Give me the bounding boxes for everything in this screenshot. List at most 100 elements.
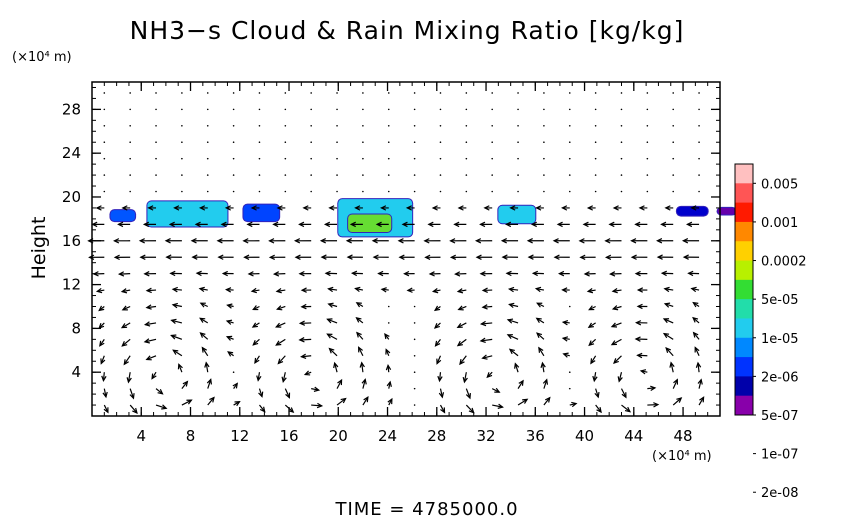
vector-shaft-163 [301,355,312,358]
vector-head-162 [303,370,311,376]
vector-head-23 [123,359,129,366]
vector-head-104 [225,335,233,341]
vector-head-126 [252,305,259,311]
vector-dot-479 [698,92,700,94]
vector-shaft-62 [178,364,183,373]
vector-head-465 [692,316,699,323]
vector-shaft-60 [181,399,192,406]
vector-head-251 [401,221,408,228]
vector-shaft-342 [541,362,545,373]
plot-frame [91,81,721,417]
y-tick-label: 24 [62,144,81,162]
x-axis: 4 8 12 16 20 24 28 32 36 40 44 48 [103,82,709,445]
vector-head-452 [664,205,671,211]
colorbar-frame [734,163,754,416]
vector-head-329 [501,254,508,260]
vector-dot-216 [362,141,364,144]
vector-dot-238 [387,108,390,111]
vector-head-152 [276,205,283,211]
vector-dot-95 [206,157,209,160]
vector-dot-353 [543,190,545,193]
vector-dot-179 [310,92,312,94]
vector-head-105 [225,319,233,325]
vector-head-90 [190,238,197,244]
vector-shaft-444 [663,333,674,340]
y-axis-label: Height [28,217,50,280]
vector-dot-477 [698,125,700,127]
vector-dot-379 [568,92,571,94]
vector-dot-36 [129,141,131,144]
vector-head-408 [609,271,616,277]
vector-head-62 [177,363,183,370]
vector-shaft-445 [663,318,674,324]
vector-dot-19 [103,92,106,94]
vector-shaft-43 [146,355,157,361]
vector-head-166 [300,303,307,310]
vector-dot-279 [439,92,442,94]
vector-head-372 [561,205,568,211]
vector-head-209 [346,254,353,260]
vector-head-444 [662,332,670,339]
vector-head-42 [151,373,157,380]
vector-dot-34 [129,174,131,176]
vector-dot-296 [465,141,468,144]
vector-shaft-401 [620,388,627,398]
vector-head-283 [459,359,465,366]
vector-shaft-185 [327,318,338,324]
vector-head-207 [354,286,361,293]
vector-dot-399 [594,92,597,94]
vector-head-191 [323,221,331,228]
vector-head-72 [173,205,180,211]
vector-shaft-121 [258,388,263,397]
vector-head-221 [386,380,392,387]
vector-head-320 [522,398,529,404]
cloud-field [109,198,738,238]
vector-head-371 [556,221,563,228]
vector-dot-453 [672,190,675,193]
vector-head-407 [611,287,618,294]
vector-shaft-380 [595,404,602,413]
vector-head-301 [494,387,501,393]
vector-dot-198 [336,108,338,111]
vector-head-67 [171,286,178,293]
vector-dot-240 [413,404,416,406]
vector-head-87 [198,286,205,293]
vector-dot-116 [232,141,235,144]
vector-head-331 [504,221,512,228]
vector-head-305 [479,320,487,327]
vector-shaft-383 [590,355,597,364]
x-tick-label: 24 [378,427,397,445]
vector-dot-459 [672,92,675,94]
vector-dot-339 [517,92,519,94]
vector-head-322 [514,362,520,369]
vector-head-327 [507,286,515,293]
vector-dot-96 [206,141,209,144]
vector-dot-193 [336,190,338,193]
vector-head-121 [258,391,264,398]
vector-head-70 [164,238,171,244]
vector-head-449 [656,254,663,260]
vector-head-145 [275,322,282,328]
vector-head-186 [327,302,334,308]
vector-head-288 [454,271,461,277]
vector-head-432 [638,205,645,211]
vector-dot-196 [336,141,338,144]
vector-head-325 [506,318,514,324]
vector-head-25 [120,323,128,329]
vector-dot-58 [155,108,157,111]
vector-head-442 [669,361,675,368]
vector-head-1 [102,391,108,399]
vector-dot-14 [103,174,106,176]
vector-head-266 [433,305,441,312]
vector-head-148 [272,271,280,277]
vector-dot-136 [258,141,261,144]
vector-head-71 [168,221,175,228]
vector-shaft-203 [358,347,364,357]
vector-dot-37 [129,125,131,127]
vector-head-446 [663,302,671,308]
vector-shaft-23 [123,355,131,365]
vector-head-200 [363,396,369,403]
vector-head-24 [121,341,128,347]
vector-head-28 [117,271,125,277]
